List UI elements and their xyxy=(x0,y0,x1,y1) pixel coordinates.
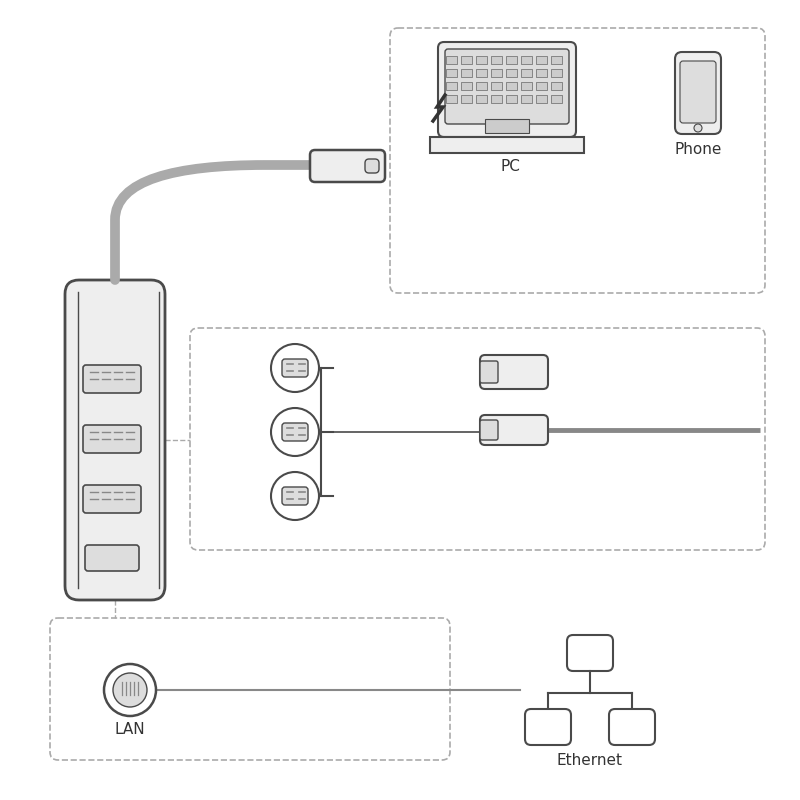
Bar xyxy=(536,82,547,90)
Circle shape xyxy=(104,664,156,716)
FancyBboxPatch shape xyxy=(282,359,308,377)
FancyBboxPatch shape xyxy=(480,420,498,440)
Bar xyxy=(476,95,487,103)
Text: LAN: LAN xyxy=(114,722,146,737)
Bar xyxy=(551,69,562,77)
Bar xyxy=(446,56,457,64)
Bar xyxy=(521,82,532,90)
FancyBboxPatch shape xyxy=(282,487,308,505)
FancyBboxPatch shape xyxy=(525,709,571,745)
Circle shape xyxy=(113,673,147,707)
FancyBboxPatch shape xyxy=(438,42,576,137)
Circle shape xyxy=(271,344,319,392)
Bar xyxy=(506,82,517,90)
Bar xyxy=(461,82,472,90)
Bar xyxy=(476,69,487,77)
Bar xyxy=(491,82,502,90)
FancyBboxPatch shape xyxy=(480,355,548,389)
FancyBboxPatch shape xyxy=(310,150,385,182)
FancyBboxPatch shape xyxy=(83,485,141,513)
Bar xyxy=(551,82,562,90)
FancyBboxPatch shape xyxy=(85,545,139,571)
FancyBboxPatch shape xyxy=(480,361,498,383)
Bar xyxy=(521,69,532,77)
FancyBboxPatch shape xyxy=(83,365,141,393)
FancyBboxPatch shape xyxy=(567,635,613,671)
Bar xyxy=(491,95,502,103)
Bar xyxy=(506,69,517,77)
FancyBboxPatch shape xyxy=(365,159,379,173)
Bar xyxy=(491,69,502,77)
FancyBboxPatch shape xyxy=(680,61,716,123)
Circle shape xyxy=(694,124,702,132)
Bar xyxy=(491,56,502,64)
FancyBboxPatch shape xyxy=(609,709,655,745)
FancyBboxPatch shape xyxy=(675,52,721,134)
Bar xyxy=(446,69,457,77)
Bar xyxy=(536,69,547,77)
FancyBboxPatch shape xyxy=(282,423,308,441)
Text: Phone: Phone xyxy=(674,142,722,157)
Bar xyxy=(536,56,547,64)
Bar xyxy=(476,82,487,90)
Bar xyxy=(430,137,584,153)
Bar xyxy=(506,95,517,103)
Bar xyxy=(551,56,562,64)
Bar xyxy=(521,56,532,64)
Bar xyxy=(446,82,457,90)
Bar xyxy=(521,95,532,103)
Text: PC: PC xyxy=(500,159,520,174)
Bar xyxy=(551,95,562,103)
Text: Ethernet: Ethernet xyxy=(557,753,623,768)
FancyBboxPatch shape xyxy=(83,425,141,453)
Circle shape xyxy=(271,408,319,456)
Bar xyxy=(461,95,472,103)
Bar xyxy=(476,56,487,64)
Bar xyxy=(461,56,472,64)
Bar xyxy=(536,95,547,103)
FancyBboxPatch shape xyxy=(445,49,569,124)
Bar xyxy=(446,95,457,103)
Circle shape xyxy=(271,472,319,520)
Bar xyxy=(485,119,529,133)
Bar xyxy=(506,56,517,64)
Bar xyxy=(461,69,472,77)
FancyBboxPatch shape xyxy=(480,415,548,445)
FancyBboxPatch shape xyxy=(65,280,165,600)
